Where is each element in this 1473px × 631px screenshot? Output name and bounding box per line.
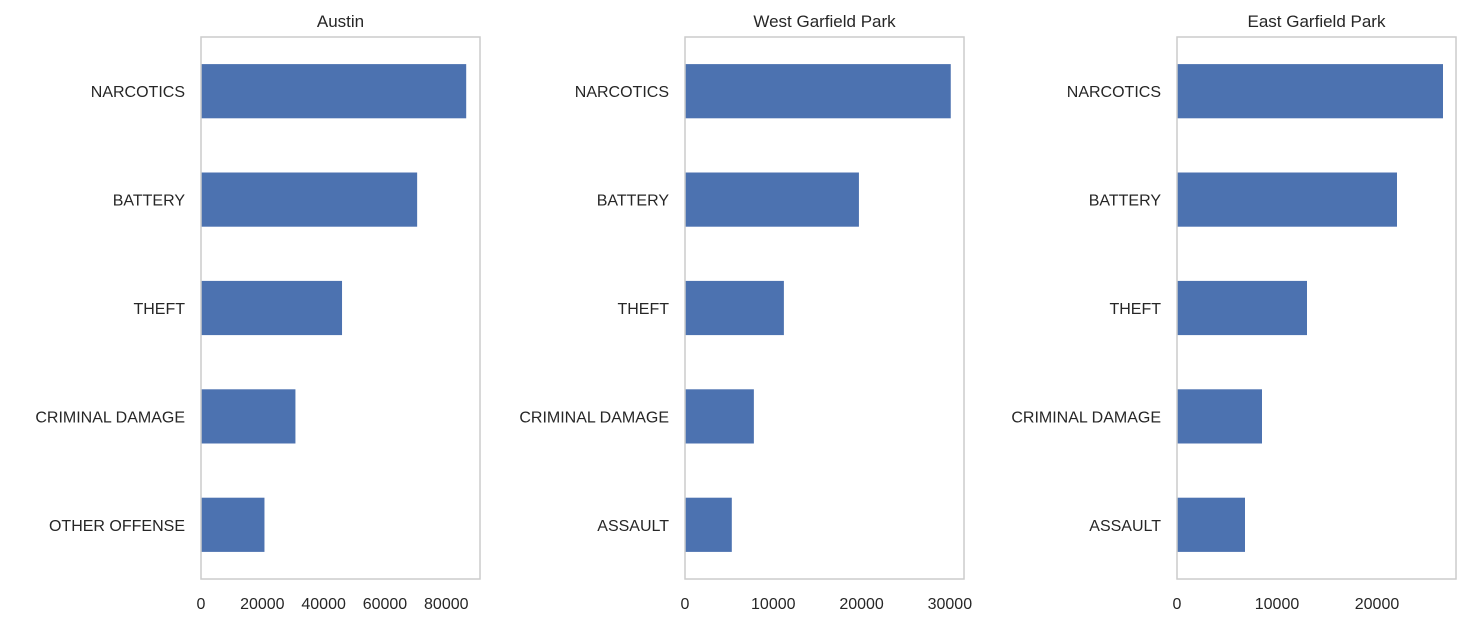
bar	[685, 389, 754, 444]
category-label: NARCOTICS	[575, 84, 669, 101]
bar	[1177, 497, 1245, 552]
x-tick-label: 0	[197, 596, 206, 613]
category-label: THEFT	[617, 301, 669, 318]
chart-title: Austin	[317, 12, 364, 31]
bar	[1177, 64, 1443, 119]
bar	[1177, 172, 1397, 227]
bar	[685, 172, 859, 227]
x-tick-label: 20000	[240, 596, 285, 613]
category-label: CRIMINAL DAMAGE	[1011, 409, 1161, 426]
category-label: ASSAULT	[597, 518, 669, 535]
category-label: THEFT	[1109, 301, 1161, 318]
chart-panel-1: Austin NARCOTICS BATTERY THEFT CRIMINAL DAMA…	[35, 12, 481, 613]
x-tick-label: 20000	[1355, 596, 1400, 613]
chart-title: West Garfield Park	[753, 12, 896, 31]
chart-panel-2: West Garfield Park NARCOTICS BATTERY THEFT C…	[519, 12, 972, 613]
category-label: OTHER OFFENSE	[49, 518, 185, 535]
x-tick-label: 80000	[424, 596, 469, 613]
category-label: NARCOTICS	[1067, 84, 1161, 101]
x-tick-label: 0	[1173, 596, 1182, 613]
plot-frame	[1176, 36, 1457, 580]
bar	[1177, 389, 1262, 444]
bar	[201, 172, 418, 227]
plot-frame	[200, 36, 481, 580]
x-tick-label: 40000	[301, 596, 346, 613]
bar	[685, 280, 784, 336]
category-label: NARCOTICS	[91, 84, 185, 101]
bar	[201, 64, 467, 119]
x-tick-label: 20000	[839, 596, 884, 613]
category-label: CRIMINAL DAMAGE	[519, 409, 669, 426]
x-tick-label: 60000	[363, 596, 408, 613]
bar	[685, 64, 951, 119]
bar	[685, 497, 732, 552]
category-label: THEFT	[133, 301, 185, 318]
category-label: BATTERY	[597, 193, 670, 210]
category-label: BATTERY	[1089, 193, 1162, 210]
category-label: BATTERY	[113, 193, 186, 210]
chart-title: East Garfield Park	[1248, 12, 1386, 31]
category-label: CRIMINAL DAMAGE	[35, 409, 185, 426]
bar	[201, 280, 343, 336]
x-tick-label: 0	[681, 596, 690, 613]
bar	[201, 497, 265, 552]
bar	[1177, 280, 1307, 336]
plot-frame	[684, 36, 965, 580]
chart-panel-3: East Garfield Park NARCOTICS BATTERY THEFT C…	[1011, 12, 1457, 613]
x-tick-label: 30000	[928, 596, 973, 613]
x-tick-label: 10000	[1255, 596, 1300, 613]
category-label: ASSAULT	[1089, 518, 1161, 535]
x-tick-label: 10000	[751, 596, 796, 613]
bar	[201, 389, 296, 444]
